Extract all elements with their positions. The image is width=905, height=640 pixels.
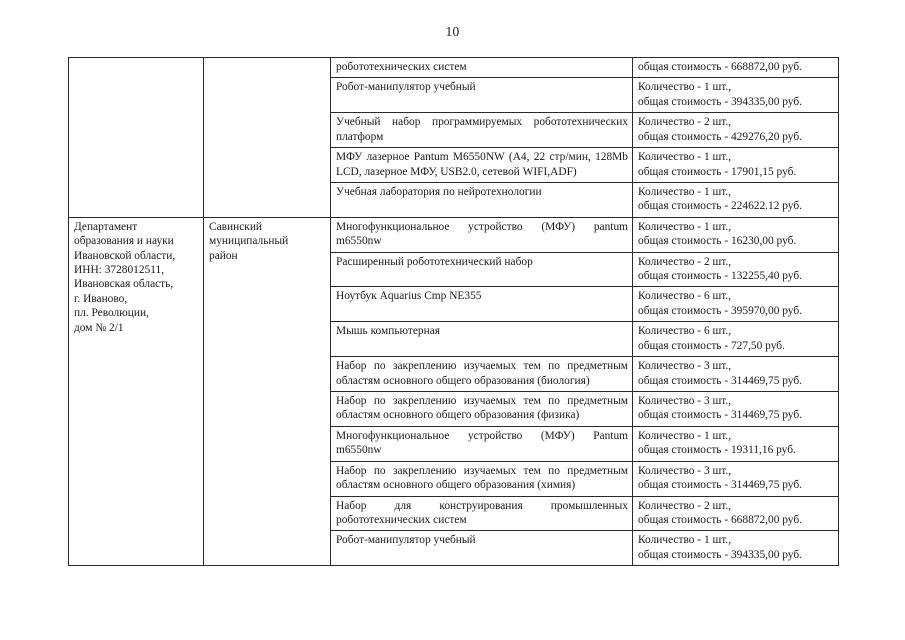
organization-line: Ивановская область, [74, 278, 174, 291]
procurement-table: робототехнических систем общая стоимость… [68, 56, 839, 567]
item-name-cell: Многофункциональное устройство (МФУ) pan… [330, 216, 633, 253]
quantity-line: Количество - 1 шт., [638, 81, 732, 94]
table-row: Расширенный робототехнический набор Коли… [69, 251, 839, 288]
quantity-cost-cell: Количество - 2 шт., общая стоимость - 42… [632, 112, 839, 149]
total-cost-line: общая стоимость - 668872,00 руб. [638, 513, 802, 526]
quantity-line: Количество - 6 шт., [638, 325, 732, 338]
total-cost-line: общая стоимость - 314469,75 руб. [638, 409, 802, 422]
table-row: Набор для конструирования промышленных р… [69, 495, 839, 532]
quantity-line: Количество - 2 шт., [638, 499, 732, 512]
quantity-cost-cell: Количество - 1 шт., общая стоимость - 17… [632, 147, 839, 183]
item-name-cell: Многофункциональное устройство (МФУ) Pan… [330, 425, 633, 462]
item-name-cell: робототехнических систем [330, 56, 633, 79]
quantity-cost-cell: Количество - 2 шт., общая стоимость - 66… [632, 495, 839, 532]
quantity-line: Количество - 6 шт., [638, 290, 732, 303]
quantity-cost-cell: Количество - 2 шт., общая стоимость - 13… [632, 251, 839, 288]
organization-line: дом № 2/1 [74, 321, 124, 334]
item-name-cell: Набор по закреплению изучаемых тем по пр… [330, 460, 633, 497]
quantity-line: Количество - 2 шт., [638, 116, 732, 129]
quantity-cost-cell: Количество - 1 шт., общая стоимость - 19… [632, 425, 839, 462]
total-cost-line: общая стоимость - 394335,00 руб. [638, 95, 802, 108]
item-name-cell: Расширенный робототехнический набор [330, 251, 633, 288]
organization-line: г. Иваново, [74, 292, 128, 305]
quantity-cost-cell: Количество - 1 шт., общая стоимость - 39… [632, 77, 839, 114]
table-row: робототехнических систем общая стоимость… [68, 56, 839, 218]
quantity-line: Количество - 3 шт., [638, 395, 732, 408]
district-cell-continued [203, 57, 331, 218]
organization-line: пл. Революции, [74, 307, 149, 320]
total-cost-line: общая стоимость - 17901,15 руб. [638, 165, 797, 178]
table-row: Учебная лаборатория по нейротехнологии К… [69, 181, 839, 218]
quantity-line: Количество - 1 шт., [638, 151, 732, 164]
item-name-cell: Учебный набор программируемых робототехн… [330, 112, 633, 149]
table-row: Набор по закреплению изучаемых тем по пр… [69, 460, 839, 497]
table-row: МФУ лазерное Pantum M6550NW (A4, 22 стр/… [69, 147, 839, 183]
district-line: муниципальный [209, 235, 289, 248]
total-cost-line: общая стоимость - 224622.12 руб. [638, 200, 802, 213]
quantity-cost-cell: Количество - 6 шт., общая стоимость - 39… [632, 286, 839, 323]
item-name-cell: Набор по закреплению изучаемых тем по пр… [330, 356, 633, 393]
organization-cell: Департамент образования и науки Ивановск… [68, 216, 204, 567]
quantity-line: Количество - 1 шт., [638, 220, 732, 233]
item-name-cell: Мышь компьютерная [330, 321, 633, 358]
total-cost-line: общая стоимость - 16230,00 руб. [638, 235, 797, 248]
quantity-cost-cell: Количество - 6 шт., общая стоимость - 72… [632, 321, 839, 358]
total-cost-line: общая стоимость - 394335,00 руб. [638, 548, 802, 561]
quantity-line: Количество - 3 шт., [638, 360, 732, 373]
district-cell: Савинский муниципальный район [203, 216, 331, 567]
organization-line: Ивановской области, [74, 249, 176, 262]
quantity-line: Количество - 2 шт., [638, 255, 732, 268]
procurement-table-wrapper: робототехнических систем общая стоимость… [68, 56, 839, 567]
district-line: район [209, 249, 238, 262]
table-row: Набор по закреплению изучаемых тем по пр… [69, 356, 839, 393]
quantity-cost-cell: Количество - 1 шт., общая стоимость - 16… [632, 216, 839, 253]
table-row: Учебный набор программируемых робототехн… [69, 112, 839, 149]
quantity-line: Количество - 1 шт., [638, 429, 732, 442]
item-name-cell: Набор для конструирования промышленных р… [330, 495, 633, 532]
quantity-line: Количество - 1 шт., [638, 185, 732, 198]
item-name-cell: МФУ лазерное Pantum M6550NW (A4, 22 стр/… [330, 147, 633, 183]
table-row: Ноутбук Aquarius Cmp NE355 Количество - … [69, 286, 839, 323]
organization-line: Департамент [74, 220, 138, 233]
organization-line: образования и науки [74, 235, 174, 248]
organization-cell-continued [68, 57, 204, 218]
quantity-line: Количество - 3 шт., [638, 464, 732, 477]
table-row: Робот-манипулятор учебный Количество - 1… [69, 77, 839, 114]
table-row: Департамент образования и науки Ивановск… [68, 216, 839, 567]
quantity-cost-cell: Количество - 3 шт., общая стоимость - 31… [632, 460, 839, 497]
total-cost-line: общая стоимость - 314469,75 руб. [638, 479, 802, 492]
total-cost-line: общая стоимость - 668872,00 руб. [638, 61, 802, 73]
total-cost-line: общая стоимость - 314469,75 руб. [638, 374, 802, 387]
quantity-cost-cell: Количество - 1 шт., общая стоимость - 22… [632, 181, 839, 218]
item-name-cell: Ноутбук Aquarius Cmp NE355 [330, 286, 633, 323]
table-row: Мышь компьютерная Количество - 6 шт., об… [69, 321, 839, 358]
item-name-cell: Набор по закреплению изучаемых тем по пр… [330, 391, 633, 427]
organization-inn-line: ИНН: 3728012511, [74, 264, 165, 277]
table-row: Робот-манипулятор учебный Количество - 1… [69, 530, 839, 567]
total-cost-line: общая стоимость - 132255,40 руб. [638, 270, 802, 283]
item-name-cell: Робот-манипулятор учебный [330, 530, 633, 567]
quantity-cost-cell: Количество - 3 шт., общая стоимость - 31… [632, 391, 839, 427]
table-row: Набор по закреплению изучаемых тем по пр… [69, 391, 839, 427]
item-name-cell: Учебная лаборатория по нейротехнологии [330, 181, 633, 218]
total-cost-line: общая стоимость - 19311,16 руб. [638, 444, 796, 457]
page-number: 10 [445, 24, 460, 39]
total-cost-line: общая стоимость - 395970,00 руб. [638, 304, 802, 317]
district-line: Савинский [209, 220, 263, 233]
table-body: робототехнических систем общая стоимость… [68, 56, 839, 567]
total-cost-line: общая стоимость - 727,50 руб. [638, 339, 785, 352]
quantity-cost-cell: Количество - 3 шт., общая стоимость - 31… [632, 356, 839, 393]
item-name-cell: Робот-манипулятор учебный [330, 77, 633, 114]
total-cost-line: общая стоимость - 429276,20 руб. [638, 130, 802, 143]
quantity-cost-cell: Количество - 1 шт., общая стоимость - 39… [632, 530, 839, 567]
table-row: Многофункциональное устройство (МФУ) Pan… [69, 425, 839, 462]
quantity-cost-cell: общая стоимость - 668872,00 руб. [632, 56, 839, 79]
quantity-line: Количество - 1 шт., [638, 534, 732, 547]
